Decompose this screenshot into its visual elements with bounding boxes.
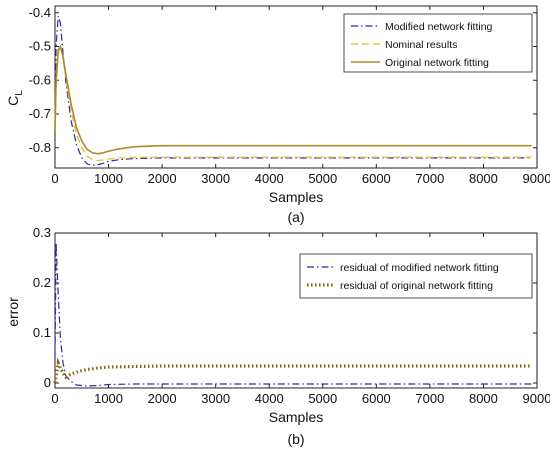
x-tick-label: 4000 [255,171,284,186]
x-tick-label: 7000 [415,171,444,186]
panel-b-y-axis-label: error [5,297,21,327]
x-tick-label: 7000 [415,391,444,406]
legend-label: Original network fitting [385,57,489,69]
panel-b-caption: (b) [287,431,304,447]
legend-label: Modified network fitting [385,21,493,33]
panel-b-series [53,242,532,387]
panel-a-series [54,15,532,166]
x-tick-label: 6000 [362,171,391,186]
x-tick-label: 8000 [469,391,498,406]
panel-b-legend-box [299,253,533,299]
y-tick-label: 0.2 [33,275,51,290]
series-line-3 [54,44,532,155]
y-tick-label: -0.7 [29,106,51,121]
x-tick-label: 9000 [523,171,550,186]
y-tick-label: -0.6 [29,72,51,87]
x-tick-label: 1000 [94,171,123,186]
legend-label: residual of original network fitting [340,280,493,292]
y-tick-label: 0 [44,375,51,390]
x-tick-label: 8000 [469,171,498,186]
panel-b-ticks: 0 1000 2000 3000 4000 5000 6000 7000 8000 9000 0 0.… [33,225,550,406]
panel-a-y-axis-label: CL [5,90,25,106]
series-line-2 [53,357,532,384]
legend-label: residual of modified network fitting [340,262,499,274]
x-tick-label: 1000 [94,391,123,406]
series-line-1 [54,242,532,387]
panel-a-x-axis-label: Samples [269,189,323,205]
legend-label: Nominal results [385,39,457,51]
x-tick-label: 9000 [523,391,550,406]
y-tick-label: -0.8 [29,140,51,155]
x-tick-label: 4000 [255,391,284,406]
panel-b-legend: residual of modified network fitting resi… [299,253,533,299]
y-tick-label: -0.4 [29,5,51,20]
x-tick-label: 2000 [148,171,177,186]
x-tick-label: 6000 [362,391,391,406]
panel-a-ticks: 0 1000 2000 3000 4000 5000 6000 7000 8000 9000 -0.… [29,5,550,186]
x-tick-label: 3000 [201,171,230,186]
panel-a-caption: (a) [287,209,304,225]
y-tick-label: 0.1 [33,325,51,340]
x-tick-label: 5000 [308,391,337,406]
x-tick-label: 5000 [308,171,337,186]
panel-a-chart: 0 1000 2000 3000 4000 5000 6000 7000 8000 9000 -0.… [5,5,550,225]
panel-b-chart: 0 1000 2000 3000 4000 5000 6000 7000 8000 9000 0 0.… [5,225,550,447]
panel-b-x-axis-label: Samples [269,409,323,425]
panel-a-legend: Modified network fitting Nominal results O… [343,13,533,73]
x-tick-label: 3000 [201,391,230,406]
y-tick-label: -0.5 [29,39,51,54]
y-tick-label: 0.3 [33,225,51,240]
x-tick-label: 2000 [148,391,177,406]
x-tick-label: 0 [51,171,58,186]
x-tick-label: 0 [51,391,58,406]
